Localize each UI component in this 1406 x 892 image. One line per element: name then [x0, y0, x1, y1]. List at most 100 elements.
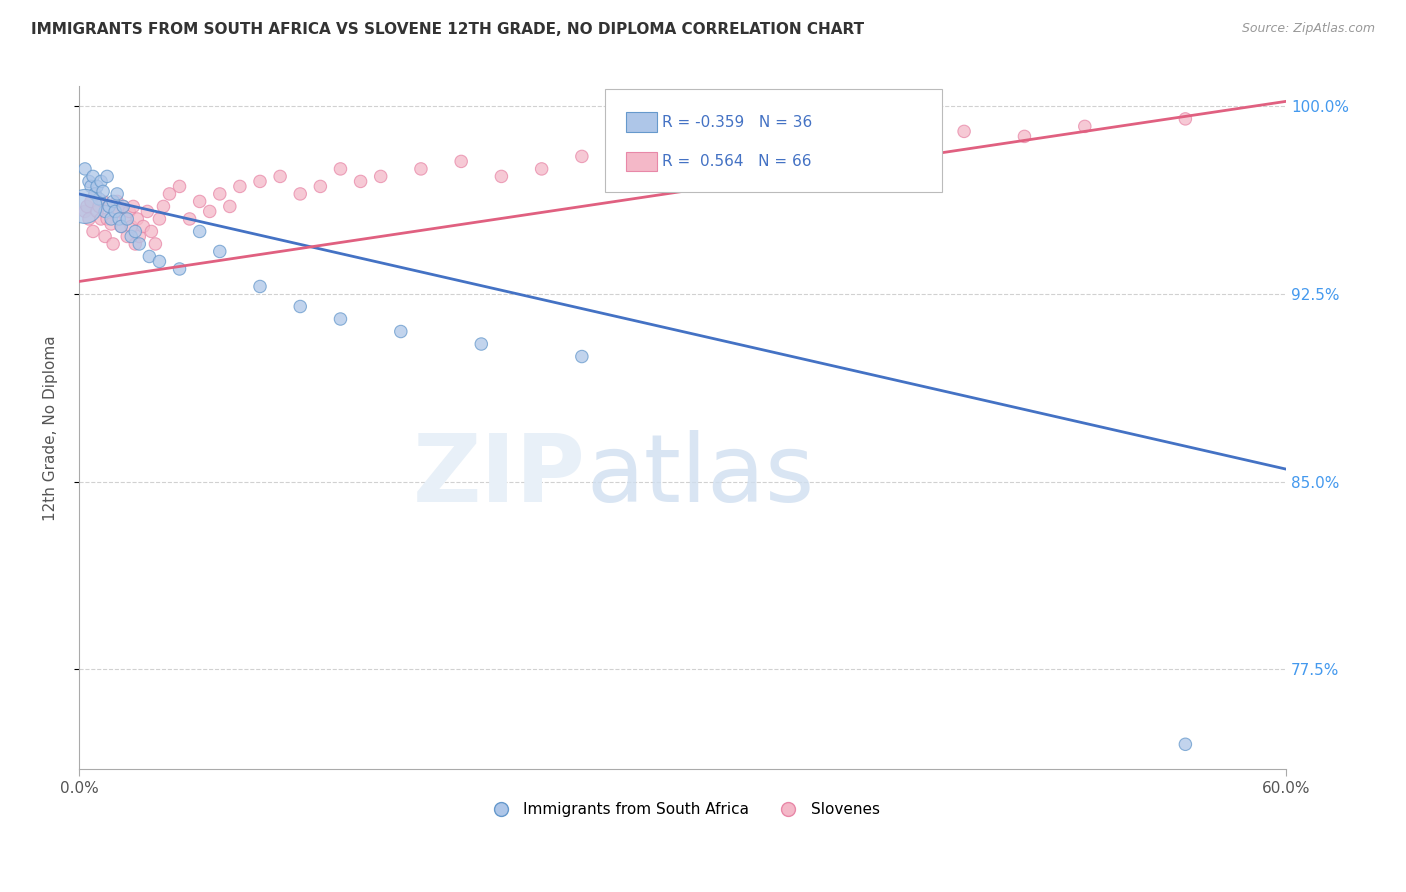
Point — [1074, 120, 1097, 134]
Point — [104, 204, 127, 219]
Text: ZIP: ZIP — [413, 430, 586, 522]
Point — [249, 279, 271, 293]
Point — [148, 211, 170, 226]
Point — [772, 154, 794, 169]
Point — [208, 244, 231, 259]
Point — [132, 219, 155, 234]
Point — [610, 154, 633, 169]
Point — [100, 217, 122, 231]
Point — [571, 350, 593, 364]
Point — [832, 136, 855, 151]
Point — [450, 154, 472, 169]
Point — [571, 149, 593, 163]
Point — [249, 174, 271, 188]
Point — [87, 192, 110, 206]
Point — [73, 204, 96, 219]
Point — [108, 204, 131, 219]
Point — [86, 179, 108, 194]
Point — [101, 237, 124, 252]
Point — [692, 136, 714, 151]
Point — [912, 136, 935, 151]
Point — [141, 224, 163, 238]
Point — [229, 179, 252, 194]
Point — [1174, 112, 1197, 126]
Point — [152, 199, 174, 213]
Point — [90, 174, 112, 188]
Point — [87, 199, 110, 213]
Point — [101, 194, 124, 209]
Point — [82, 224, 104, 238]
Point — [110, 219, 132, 234]
Point — [329, 312, 352, 326]
Y-axis label: 12th Grade, No Diploma: 12th Grade, No Diploma — [44, 335, 58, 521]
Point — [329, 161, 352, 176]
Point — [218, 199, 240, 213]
Text: R =  0.564   N = 66: R = 0.564 N = 66 — [662, 154, 811, 169]
Point — [73, 199, 96, 213]
Point — [169, 179, 191, 194]
Point — [1014, 129, 1036, 144]
Point — [91, 185, 114, 199]
Point — [128, 229, 150, 244]
Point — [179, 211, 201, 226]
Point — [80, 194, 103, 209]
Point — [80, 179, 103, 194]
Point — [491, 169, 513, 184]
Point — [651, 145, 673, 159]
Point — [120, 219, 142, 234]
Point — [105, 186, 128, 201]
Point — [124, 237, 146, 252]
Point — [309, 179, 332, 194]
Point — [169, 262, 191, 277]
Point — [98, 199, 121, 213]
Text: Source: ZipAtlas.com: Source: ZipAtlas.com — [1241, 22, 1375, 36]
Point — [82, 169, 104, 184]
Point — [94, 204, 117, 219]
Point — [208, 186, 231, 201]
Point — [349, 174, 371, 188]
Point — [77, 211, 100, 226]
Point — [110, 219, 132, 234]
Point — [105, 194, 128, 209]
Point — [409, 161, 432, 176]
Point — [120, 229, 142, 244]
Point — [127, 211, 149, 226]
Point — [188, 194, 211, 209]
Point — [114, 211, 136, 226]
Point — [98, 199, 121, 213]
Point — [389, 325, 412, 339]
Point — [953, 124, 976, 138]
Point — [73, 161, 96, 176]
Point — [112, 199, 135, 213]
Point — [269, 169, 291, 184]
Point — [115, 229, 138, 244]
Point — [731, 149, 754, 163]
Text: IMMIGRANTS FROM SOUTH AFRICA VS SLOVENE 12TH GRADE, NO DIPLOMA CORRELATION CHART: IMMIGRANTS FROM SOUTH AFRICA VS SLOVENE … — [31, 22, 865, 37]
Point — [118, 204, 141, 219]
Point — [370, 169, 392, 184]
Point — [148, 254, 170, 268]
Point — [76, 199, 98, 213]
Point — [530, 161, 553, 176]
Point — [122, 199, 145, 213]
Point — [136, 204, 159, 219]
Point — [145, 237, 167, 252]
Point — [91, 194, 114, 209]
Point — [290, 186, 312, 201]
Point — [96, 169, 118, 184]
Point — [470, 337, 492, 351]
Point — [84, 186, 107, 201]
Point — [872, 129, 894, 144]
Text: R = -0.359   N = 36: R = -0.359 N = 36 — [662, 115, 813, 129]
Point — [94, 229, 117, 244]
Point — [124, 224, 146, 238]
Point — [90, 211, 112, 226]
Point — [84, 186, 107, 201]
Point — [96, 211, 118, 226]
Point — [100, 211, 122, 226]
Point — [108, 211, 131, 226]
Point — [1174, 737, 1197, 751]
Point — [115, 211, 138, 226]
Point — [128, 237, 150, 252]
Point — [86, 204, 108, 219]
